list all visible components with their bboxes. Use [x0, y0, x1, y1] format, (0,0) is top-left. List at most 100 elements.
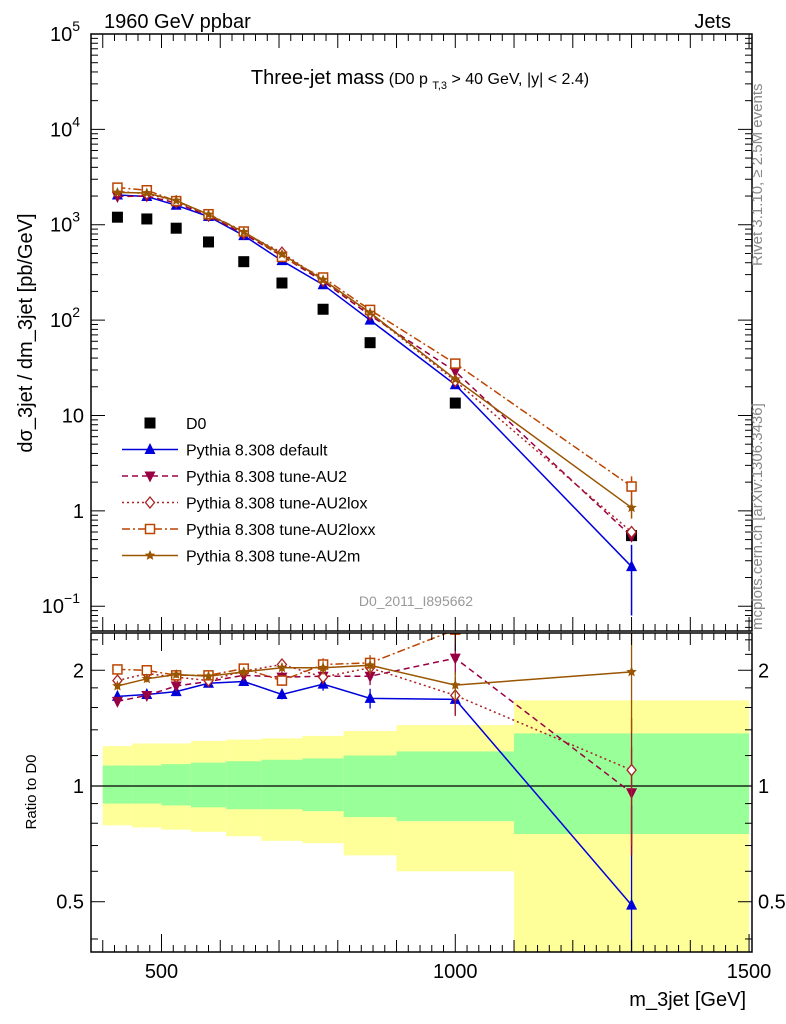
ratio-point-au2m	[112, 680, 123, 691]
ratio-y-tick-label-right: 1	[758, 776, 769, 798]
data-uncertainty-bands	[102, 700, 750, 952]
plot-title: Three-jet mass (D0 p T,3 > 40 GeV, |y| <…	[251, 67, 589, 93]
ratio-y-tick-label-left: 0.5	[56, 892, 84, 914]
legend-marker-data	[144, 417, 156, 429]
x-tick-label: 1500	[727, 961, 772, 983]
data-point-au2loxx	[626, 481, 637, 492]
data-point-au2lox	[626, 525, 637, 539]
legend-label: Pythia 8.308 default	[186, 443, 328, 460]
ratio-y-tick-label-right: 0.5	[758, 892, 786, 914]
y-tick-base: 10	[50, 215, 72, 237]
y-tick-label: 1	[73, 501, 84, 523]
y-tick-label: 103	[50, 209, 80, 237]
band-inner	[161, 764, 191, 806]
ratio-line-au2m	[117, 664, 632, 687]
y-tick-base: 10	[62, 405, 84, 427]
y-axis-label-main: dσ_3jet / dm_3jet [pb/GeV]	[15, 213, 37, 452]
x-tick-label: 1000	[433, 961, 478, 983]
ratio-point-au2loxx	[112, 664, 123, 675]
ratio-point-au2m	[626, 666, 637, 677]
ratio-line-au2lox	[117, 663, 632, 771]
band-inner	[226, 761, 262, 810]
ratio-point-au2m	[364, 659, 376, 670]
ratio-plot-frame	[90, 632, 753, 953]
x-tick-label: 500	[145, 961, 178, 983]
legend-label: D0	[186, 416, 207, 433]
series-line-default	[117, 194, 633, 568]
rivet-label: Rivet 3.1.10, ≥ 2.5M events	[749, 84, 766, 267]
data-point-au2m	[238, 226, 249, 237]
y-tick-base: 10	[50, 24, 72, 46]
band-inner	[132, 765, 162, 804]
y-tick-exponent: −1	[64, 590, 80, 606]
ratio-series-au2m	[112, 633, 637, 733]
ratio-line-default	[117, 680, 633, 906]
ratio-y-tick-label-right: 2	[758, 660, 769, 682]
mcplots-label: mcplots.cern.ch [arXiv:1306.3436]	[749, 403, 766, 630]
ratio-point-au2	[111, 696, 123, 708]
y-axis-label-ratio: Ratio to D0	[23, 754, 40, 829]
legend-label: Pythia 8.308 tune-AU2	[186, 469, 347, 486]
watermark: D0_2011_I895662	[359, 593, 473, 609]
ratio-point-default	[626, 898, 638, 910]
band-inner	[302, 758, 344, 812]
data-point-au2m	[276, 248, 288, 259]
ratio-y-tick-label-left: 2	[73, 660, 84, 682]
ratio-point-au2m	[276, 662, 288, 673]
title-cut-suffix: > 40 GeV, |y| < 2.4)	[451, 71, 589, 88]
y-tick-base: 1	[73, 501, 84, 523]
legend: D0 Pythia 8.308 default Pythia 8.308 tune-…	[122, 416, 375, 566]
title-cut-prefix: (D0 p	[389, 71, 428, 88]
ratio-point-au2	[449, 653, 461, 665]
ratio-point-au2m	[238, 666, 249, 677]
legend-marker-au2m	[144, 550, 156, 560]
ratio-line-au2	[117, 657, 633, 794]
ratio-point-au2lox	[626, 763, 637, 777]
data-point-data	[317, 303, 329, 315]
title-main: Three-jet mass	[251, 67, 384, 89]
legend-item-au2loxx: Pythia 8.308 tune-AU2loxx	[122, 522, 375, 539]
legend-item-au2: Pythia 8.308 tune-AU2	[122, 469, 347, 486]
legend-item-data: D0	[144, 416, 207, 433]
data-point-au2	[449, 366, 461, 378]
header-right: Jets	[694, 11, 731, 33]
data-point-au2m	[141, 187, 152, 198]
y-tick-base: 10	[50, 310, 72, 332]
ratio-point-au2m	[171, 669, 182, 679]
legend-marker-au2	[144, 471, 156, 483]
ratio-y-tick-label-left: 1	[73, 776, 84, 798]
data-point-data	[238, 256, 250, 268]
data-point-au2m	[112, 187, 123, 197]
y-tick-exponent: 3	[72, 209, 80, 225]
ratio-point-default	[364, 691, 376, 703]
legend-marker-default	[144, 443, 156, 454]
data-point-au2m	[626, 502, 637, 513]
series-au2m	[112, 187, 637, 519]
ratio-point-default	[276, 687, 288, 699]
legend-item-au2m: Pythia 8.308 tune-AU2m	[122, 549, 360, 566]
x-axis-label: m_3jet [GeV]	[629, 989, 746, 1011]
y-tick-label: 10	[62, 405, 84, 427]
y-tick-label: 105	[50, 18, 80, 46]
y-tick-base: 10	[50, 119, 72, 141]
legend-label: Pythia 8.308 tune-AU2lox	[186, 496, 367, 513]
data-point-au2m	[317, 274, 329, 285]
ratio-point-au2m	[203, 670, 214, 681]
data-point-au2m	[203, 209, 214, 219]
data-point-data	[449, 397, 461, 409]
band-inner	[102, 765, 133, 804]
band-inner	[261, 759, 303, 810]
y-tick-exponent: 2	[72, 304, 80, 320]
data-point-au2m	[364, 307, 376, 317]
data-point-data	[141, 213, 153, 225]
y-tick-label: 102	[50, 304, 80, 332]
ratio-point-au2lox	[317, 670, 329, 684]
ratio-series-au2loxx	[112, 633, 461, 687]
legend-marker-au2lox	[144, 495, 156, 510]
ratio-plot: 0.5 0.5 1 1 2 2 500 1000 1500	[56, 632, 786, 983]
series-line-au2	[117, 195, 633, 537]
ratio-point-au2m	[317, 662, 329, 673]
y-tick-label: 104	[50, 113, 80, 141]
legend-label: Pythia 8.308 tune-AU2m	[186, 549, 360, 566]
legend-item-au2lox: Pythia 8.308 tune-AU2lox	[122, 496, 367, 513]
